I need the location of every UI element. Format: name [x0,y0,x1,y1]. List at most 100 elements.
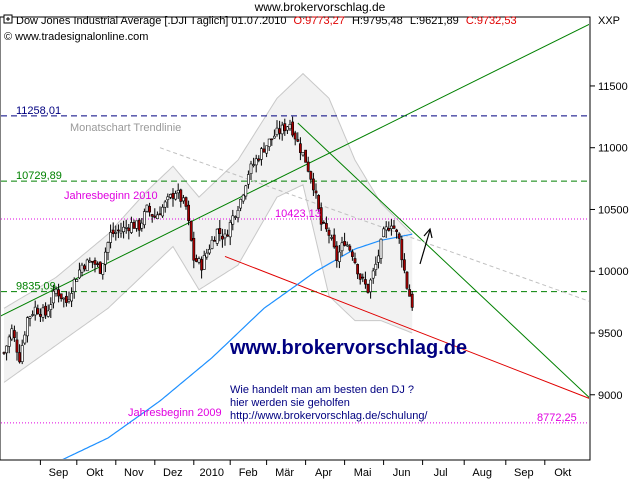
candle-body [340,242,344,252]
candle-body [114,232,118,234]
bollinger-upper [3,72,413,309]
candle-body [83,265,87,270]
candle-body [38,314,42,317]
header-low: L:9621,89 [410,15,459,27]
candle-body [132,222,136,229]
level-label: 10729,89 [16,170,62,182]
watermark: www.brokervorschlag.de [229,337,467,359]
x-tick-label: Mai [354,467,372,479]
candle-body [124,227,128,229]
candle-body [348,245,352,251]
candle-body [314,190,318,194]
candlesticks [2,116,414,365]
candle-body [332,234,336,248]
symbol-label: XXP [598,15,620,27]
candle-body [88,260,92,263]
candle-body [410,293,414,308]
candle-body [301,152,305,156]
candle-body [200,259,204,271]
candle-body [197,258,201,263]
candle-body [208,249,211,254]
candle-body [285,126,289,131]
candle-body [218,227,222,234]
candle-body [337,251,341,262]
candle-body [247,174,250,185]
candle-body [70,293,74,302]
candle-body [166,196,170,201]
candle-body [363,279,367,285]
candle-body [345,244,349,247]
candle-body [18,352,22,363]
candle-body [259,148,263,160]
x-tick-label: Nov [124,467,144,479]
x-tick-label: Sep [514,467,534,479]
candle-body [2,352,6,354]
candle-body [311,178,315,191]
candle-body [317,195,321,210]
candle-body [143,211,146,226]
chart-header: Dow Jones Industrial Average [.DJI Tägli… [3,14,517,43]
candle-body [119,230,123,234]
candle-body [93,260,97,265]
candle-body [54,288,58,294]
candle-body [189,220,193,241]
candle-body [366,283,370,293]
monatschart-label: Monatschart Trendlinie [70,122,181,134]
candle-body [244,185,248,197]
candle-body [376,255,380,263]
candle-body [111,229,115,235]
candle-body [309,171,313,180]
candle-body [353,258,357,264]
candle-body [117,229,120,232]
candle-body [291,121,295,136]
candle-body [267,138,271,147]
candle-body [145,204,149,212]
candle-body [369,279,373,293]
candle-body [28,316,32,319]
candle-body [62,297,66,300]
candle-body [319,207,323,225]
header-close: C:9732,53 [466,15,517,27]
jahresbeginn-2009-label: Jahresbeginn 2009 [128,407,222,419]
candle-body [322,221,326,224]
y-tick-label: 9000 [598,390,622,402]
svg-text:Dow Jones Industrial Average [: Dow Jones Industrial Average [.DJI Tägli… [16,15,517,27]
candle-body [382,228,386,238]
candle-body [7,336,11,347]
candle-body [324,223,328,230]
level-label: 9835,09 [16,281,56,293]
trendline-resistance [297,122,589,399]
x-tick-label: Mär [275,467,294,479]
candle-body [379,238,383,259]
candle-body [137,219,141,231]
candle-body [158,213,162,216]
candle-body [150,214,154,217]
candle-body [293,132,297,140]
candle-body [400,239,404,261]
candle-body [59,293,63,299]
candle-body [361,276,365,279]
candle-body [104,251,107,265]
candle-body [202,255,206,270]
level-label: 10423,13 [275,208,321,220]
candle-body [161,206,165,217]
candle-body [140,222,144,229]
moving-average [62,233,413,459]
candle-body [78,269,81,279]
x-tick-label: Sep [49,467,69,479]
x-tick-label: Aug [472,467,492,479]
candle-body [384,226,388,231]
candle-body [192,237,196,261]
candle-body [101,263,105,275]
header-name: Dow Jones Industrial Average [.DJI Tägli… [16,15,286,27]
y-tick-label: 11000 [598,143,628,155]
candle-body [389,225,393,230]
up-arrow-icon [419,227,433,265]
candle-body [402,259,406,271]
candle-body [280,124,284,135]
candle-body [174,193,178,200]
y-tick-label: 11500 [598,81,628,93]
candle-body [213,239,217,242]
candle-body [127,227,131,232]
